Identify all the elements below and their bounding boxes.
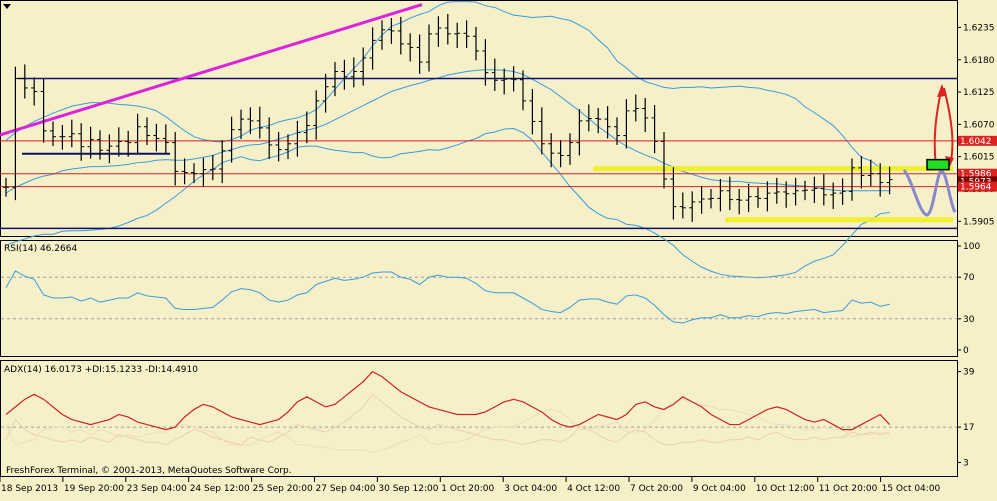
copyright-text: FreshForex Terminal, © 2001-2013, MetaQu… xyxy=(6,466,292,476)
level-label-box xyxy=(958,181,997,192)
time-tick-label: 3 Oct 04:00 xyxy=(504,484,557,494)
time-tick-label: 18 Sep 2013 xyxy=(1,484,58,494)
adx-tick-label: 39 xyxy=(963,368,975,378)
highlight-zone xyxy=(593,166,953,172)
time-tick-label: 1 Oct 20:00 xyxy=(441,484,494,494)
time-tick-label: 25 Sep 20:00 xyxy=(253,484,313,494)
arrow-head-icon xyxy=(937,84,946,97)
rsi-tick-label: 0 xyxy=(963,346,969,356)
price-bars xyxy=(3,13,893,222)
time-tick-label: 15 Oct 04:00 xyxy=(882,484,941,494)
time-tick-label: 27 Sep 04:00 xyxy=(316,484,376,494)
bollinger-lower-line xyxy=(5,127,890,279)
adx-tick-label: 3 xyxy=(963,458,969,468)
time-tick-label: 19 Sep 20:00 xyxy=(64,484,124,494)
rsi-tick-label: 30 xyxy=(963,315,975,325)
time-tick-label: 7 Oct 20:00 xyxy=(630,484,683,494)
time-tick-label: 9 Oct 04:00 xyxy=(693,484,746,494)
minus-di-line xyxy=(5,398,890,453)
time-tick-label: 23 Sep 04:00 xyxy=(127,484,187,494)
price-tick-label: 1.6070 xyxy=(963,120,995,130)
level-label-box xyxy=(958,135,997,146)
time-tick-label: 11 Oct 20:00 xyxy=(819,484,878,494)
bollinger-middle-line xyxy=(5,69,890,194)
level-label-box xyxy=(958,176,997,187)
trendline xyxy=(0,3,423,137)
level-label: 1.5986 xyxy=(960,170,992,180)
chart-menu-arrow-icon[interactable] xyxy=(3,4,11,9)
rsi-line xyxy=(5,270,890,324)
rsi-pane xyxy=(0,240,958,357)
price-tick-label: 1.6125 xyxy=(963,88,995,98)
price-pane xyxy=(0,0,958,237)
time-tick-label: 4 Oct 12:00 xyxy=(567,484,620,494)
price-tick-label: 1.6180 xyxy=(963,56,995,66)
adx-line xyxy=(5,370,891,431)
highlight-zone xyxy=(725,217,953,223)
adx-tick-label: 17 xyxy=(963,423,974,433)
price-tick-label: 1.5905 xyxy=(963,217,995,227)
adx-title: ADX(14) 16.0173 +DI:15.1233 -DI:14.4910 xyxy=(4,365,198,375)
level-label: 1.6042 xyxy=(960,137,992,147)
level-label: 1.5964 xyxy=(960,183,992,193)
projection-box xyxy=(926,158,950,171)
level-label-box xyxy=(958,168,997,179)
bollinger-upper-line xyxy=(5,1,890,169)
rsi-title: RSI(14) 46.2664 xyxy=(4,244,77,254)
price-tick-label: 1.6015 xyxy=(963,153,995,163)
price-tick-label: 1.6235 xyxy=(963,23,995,33)
rsi-tick-label: 100 xyxy=(963,242,980,252)
projection-wave xyxy=(902,169,957,217)
rsi-tick-label: 70 xyxy=(963,273,975,283)
plus-di-line xyxy=(5,393,890,446)
time-tick-label: 30 Sep 12:00 xyxy=(378,484,438,494)
time-tick-label: 24 Sep 12:00 xyxy=(190,484,250,494)
adx-pane xyxy=(0,360,958,477)
time-tick-label: 10 Oct 12:00 xyxy=(756,484,815,494)
